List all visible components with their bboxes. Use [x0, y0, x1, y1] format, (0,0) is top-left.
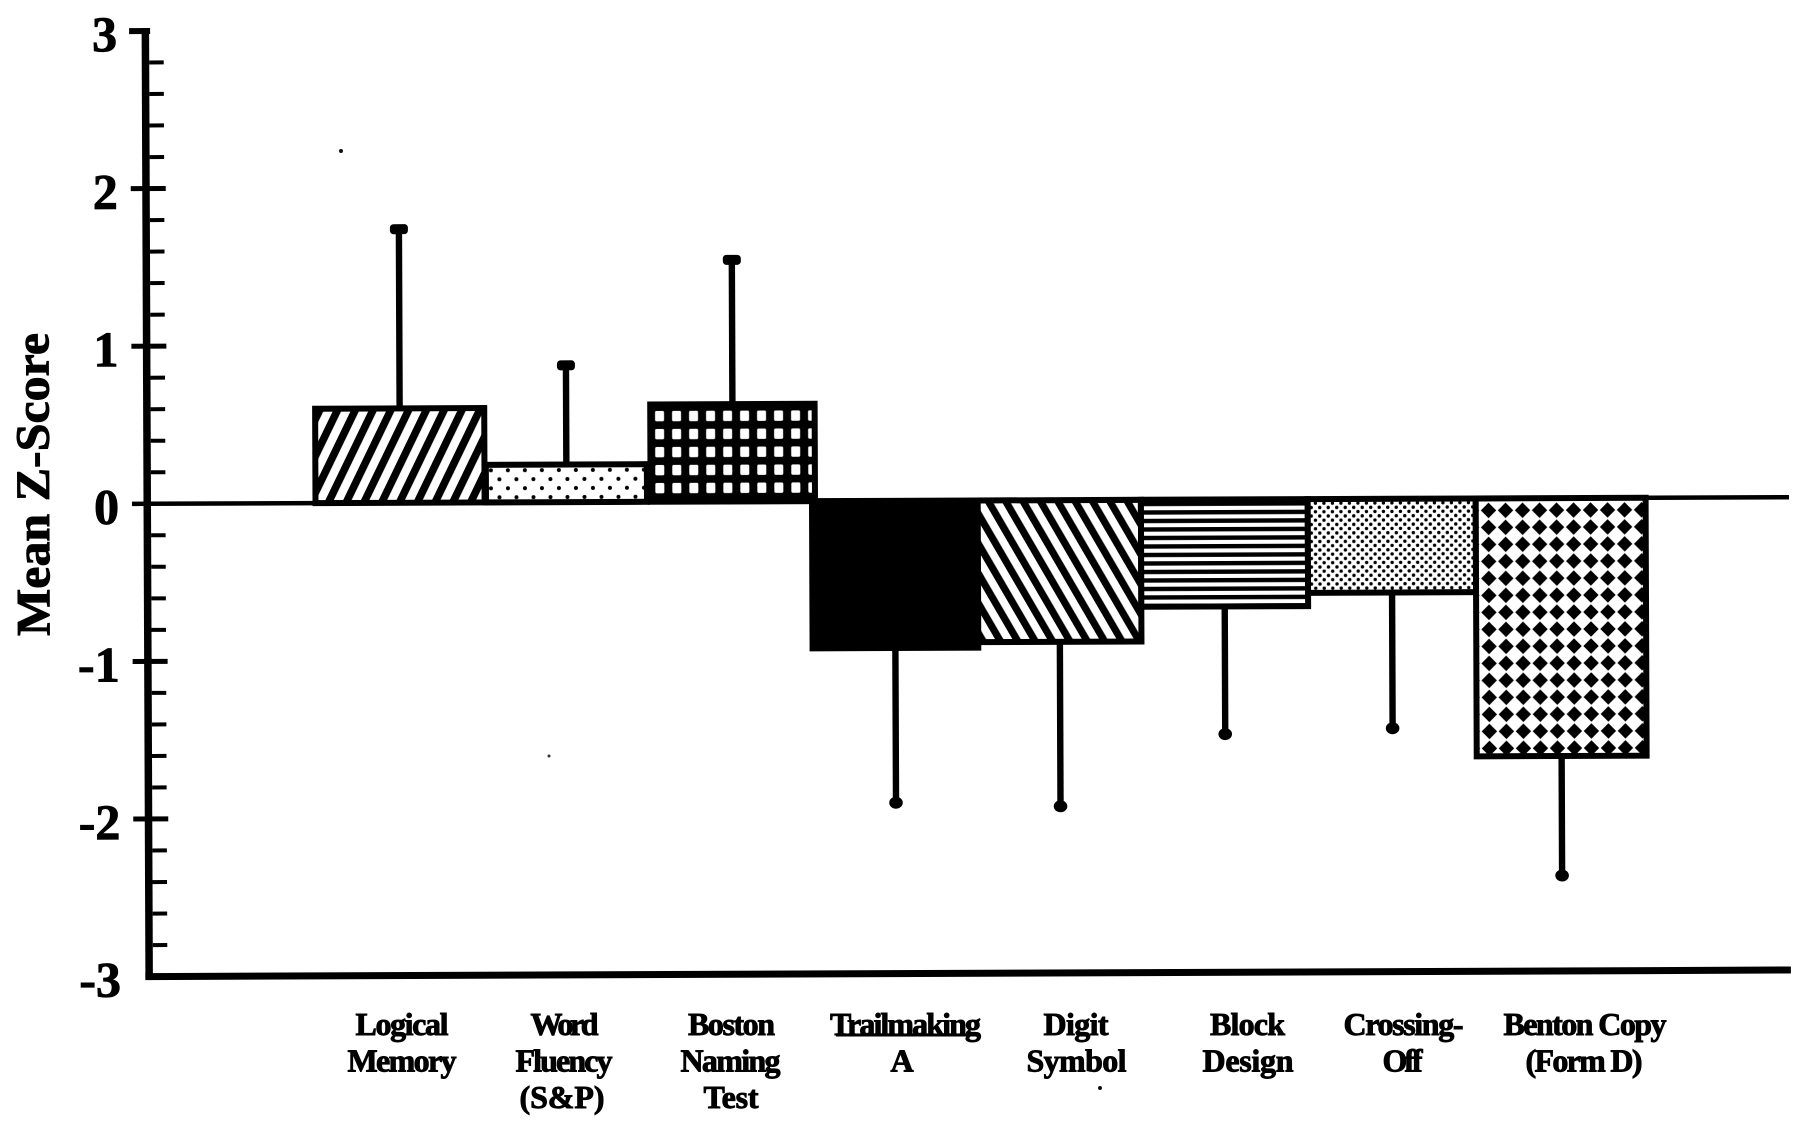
svg-text:-1: -1 — [78, 637, 120, 693]
svg-text:3: 3 — [92, 6, 117, 62]
svg-text:-3: -3 — [79, 952, 121, 1008]
svg-text:Fluency: Fluency — [516, 1043, 613, 1079]
svg-text:0: 0 — [94, 479, 119, 535]
svg-text:Memory: Memory — [348, 1043, 457, 1079]
svg-text:Off: Off — [1383, 1043, 1423, 1079]
svg-text:Block: Block — [1210, 1006, 1285, 1042]
svg-text:Boston: Boston — [688, 1006, 775, 1042]
svg-text:(Form D): (Form D) — [1526, 1043, 1643, 1079]
svg-text:Test: Test — [704, 1079, 759, 1115]
svg-text:A: A — [890, 1043, 913, 1079]
svg-text:(S&P): (S&P) — [520, 1079, 605, 1115]
svg-text:Digit: Digit — [1044, 1006, 1109, 1042]
svg-text:Mean Z-Score: Mean Z-Score — [6, 333, 60, 636]
svg-text:Crossing-: Crossing- — [1344, 1006, 1464, 1042]
svg-text:Trailmaking: Trailmaking — [830, 1006, 981, 1042]
svg-text:Logical: Logical — [356, 1006, 449, 1042]
svg-text:Word: Word — [531, 1006, 599, 1042]
svg-text:Design: Design — [1203, 1043, 1294, 1079]
svg-text:2: 2 — [93, 164, 118, 220]
svg-text:Benton Copy: Benton Copy — [1504, 1006, 1667, 1042]
svg-text:Symbol: Symbol — [1027, 1043, 1127, 1079]
svg-text:-2: -2 — [79, 794, 121, 850]
svg-text:Naming: Naming — [681, 1043, 781, 1079]
svg-text:1: 1 — [93, 321, 118, 377]
